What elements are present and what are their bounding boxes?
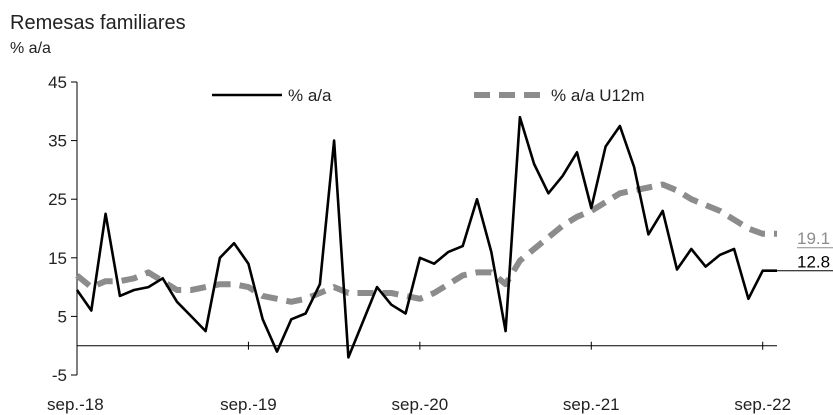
series-line-aa — [75, 115, 777, 359]
y-tick-label: 5 — [58, 307, 67, 326]
y-tick-label: 35 — [48, 132, 67, 151]
end-label-u12m: 19.1 — [797, 229, 830, 248]
y-tick-label: 45 — [48, 73, 67, 92]
y-tick-label: 15 — [48, 249, 67, 268]
chart-axes: -5 5 15 25 35 45 sep.-18 sep.-19 sep.-20 sep.-21 s… — [47, 73, 791, 414]
y-axis-label: % a/a — [10, 40, 51, 57]
series-line-u12m — [75, 181, 777, 305]
x-tick-label: sep.-22 — [734, 395, 791, 414]
y-tick-label: 25 — [48, 190, 67, 209]
end-labels: 12.8 19.1 — [777, 229, 833, 272]
x-tick-label: sep.-19 — [220, 395, 277, 414]
y-tick-label: -5 — [52, 366, 67, 385]
chart-legend: % a/a % a/a U12m — [212, 86, 645, 105]
legend-label-aa: % a/a — [288, 86, 332, 105]
chart-title: Remesas familiares — [10, 12, 186, 34]
legend-label-u12m: % a/a U12m — [551, 86, 645, 105]
x-tick-label: sep.-21 — [563, 395, 620, 414]
end-label-aa: 12.8 — [797, 253, 830, 272]
x-tick-label: sep.-18 — [47, 395, 104, 414]
x-tick-label: sep.-20 — [392, 395, 449, 414]
chart-series — [75, 115, 777, 359]
